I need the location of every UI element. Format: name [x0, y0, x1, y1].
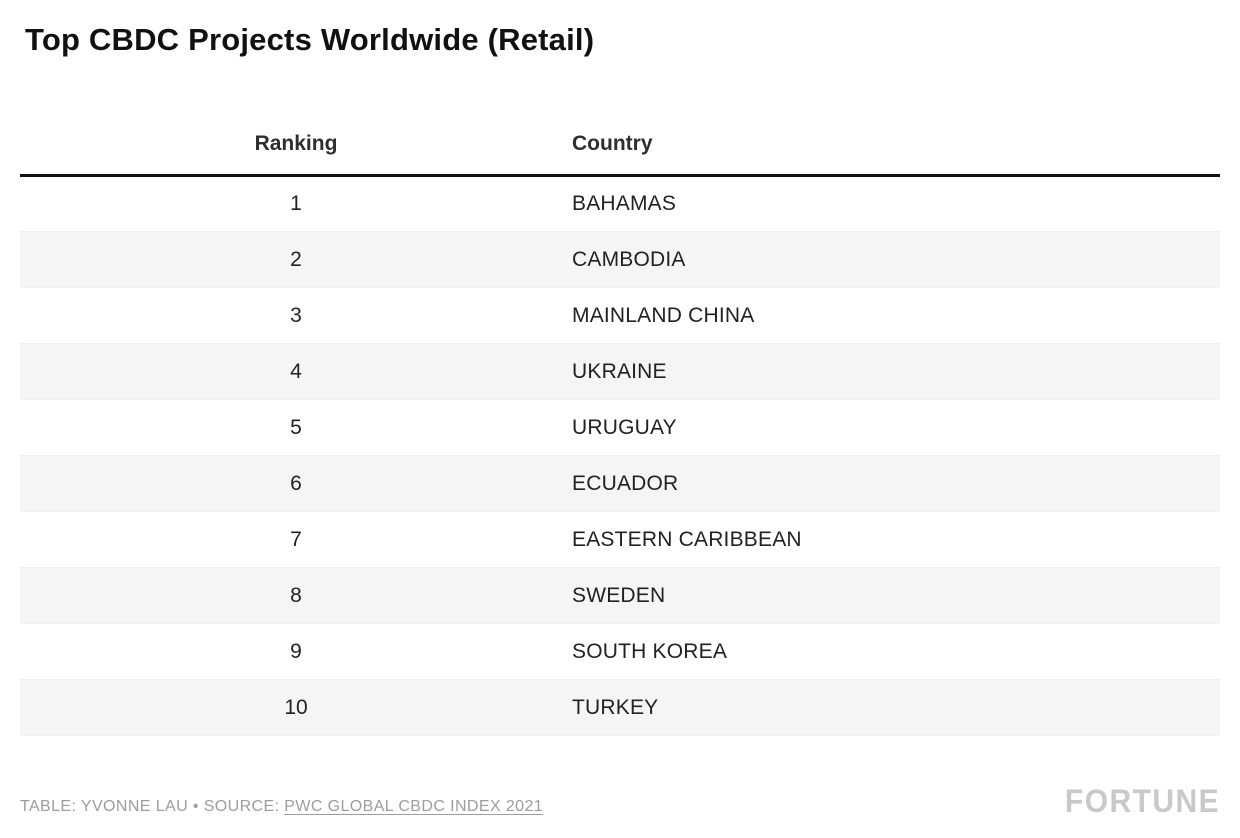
country-cell: TURKEY [572, 679, 1220, 736]
table-row: 3 MAINLAND CHINA [20, 287, 1220, 344]
table-row: 7 EASTERN CARIBBEAN [20, 511, 1220, 568]
table-row: 9 SOUTH KOREA [20, 623, 1220, 680]
table-row: 1 BAHAMAS [20, 175, 1220, 232]
column-header-country: Country [572, 118, 1220, 177]
ranking-cell: 8 [20, 567, 572, 624]
table-row: 6 ECUADOR [20, 455, 1220, 512]
ranking-cell: 2 [20, 231, 572, 288]
country-cell: SOUTH KOREA [572, 623, 1220, 680]
table-body: 1 BAHAMAS 2 CAMBODIA 3 MAINLAND CHINA 4 UKRAINE… [20, 175, 1220, 736]
country-cell: CAMBODIA [572, 231, 1220, 288]
country-cell: UKRAINE [572, 343, 1220, 400]
ranking-cell: 6 [20, 455, 572, 512]
fortune-logo: FORTUNE [1064, 783, 1220, 819]
table-row: 10 TURKEY [20, 679, 1220, 736]
ranking-cell: 7 [20, 511, 572, 568]
ranking-cell: 9 [20, 623, 572, 680]
ranking-cell: 5 [20, 399, 572, 456]
country-cell: EASTERN CARIBBEAN [572, 511, 1220, 568]
ranking-cell: 10 [20, 679, 572, 736]
ranking-cell: 4 [20, 343, 572, 400]
cbdc-ranking-table: Ranking Country 1 BAHAMAS 2 CAMBODIA 3 MAINLA… [20, 118, 1220, 736]
ranking-cell: 3 [20, 287, 572, 344]
table-header-row: Ranking Country [20, 118, 1220, 177]
table-row: 2 CAMBODIA [20, 231, 1220, 288]
column-header-ranking: Ranking [20, 118, 572, 177]
page-title: Top CBDC Projects Worldwide (Retail) [25, 22, 595, 57]
country-cell: ECUADOR [572, 455, 1220, 512]
table-header: Ranking Country [20, 118, 1220, 177]
table-row: 5 URUGUAY [20, 399, 1220, 456]
table-row: 8 SWEDEN [20, 567, 1220, 624]
ranking-cell: 1 [20, 175, 572, 232]
country-cell: URUGUAY [572, 399, 1220, 456]
country-cell: BAHAMAS [572, 175, 1220, 232]
country-cell: SWEDEN [572, 567, 1220, 624]
country-cell: MAINLAND CHINA [572, 287, 1220, 344]
credit-line: TABLE: YVONNE LAU • SOURCE: PWC GLOBAL C… [20, 798, 543, 820]
credit-text: TABLE: YVONNE LAU • SOURCE: [20, 798, 285, 815]
footer: TABLE: YVONNE LAU • SOURCE: PWC GLOBAL C… [20, 783, 1220, 820]
table-row: 4 UKRAINE [20, 343, 1220, 400]
source-link[interactable]: PWC GLOBAL CBDC INDEX 2021 [284, 798, 544, 815]
